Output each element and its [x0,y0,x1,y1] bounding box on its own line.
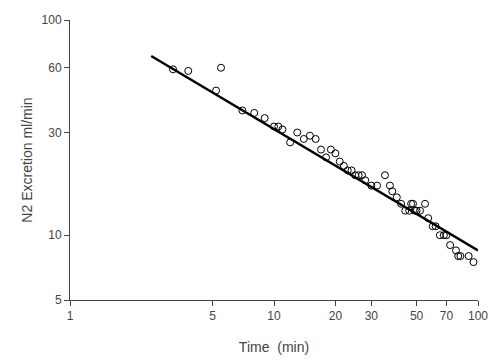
svg-text:Time (min): Time (min) [239,339,309,355]
svg-text:60: 60 [48,61,62,75]
svg-text:10: 10 [267,309,281,323]
svg-text:N2 Excretion ml/min: N2 Excretion ml/min [19,97,35,222]
svg-text:5: 5 [55,293,62,307]
svg-text:50: 50 [410,309,424,323]
svg-text:30: 30 [48,126,62,140]
svg-text:1: 1 [67,309,74,323]
svg-text:10: 10 [48,228,62,242]
svg-text:100: 100 [42,13,62,27]
svg-text:20: 20 [329,309,343,323]
svg-text:5: 5 [209,309,216,323]
svg-text:30: 30 [365,309,379,323]
svg-text:70: 70 [440,309,454,323]
svg-text:100: 100 [468,309,488,323]
